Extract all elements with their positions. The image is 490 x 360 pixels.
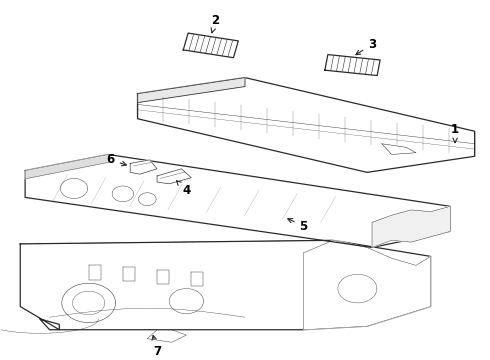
Polygon shape [183, 33, 238, 58]
Text: 7: 7 [152, 336, 161, 358]
Polygon shape [157, 169, 191, 184]
Polygon shape [138, 78, 245, 103]
Polygon shape [130, 160, 157, 174]
Polygon shape [138, 78, 475, 172]
Text: 4: 4 [176, 181, 191, 197]
Text: 5: 5 [288, 219, 308, 233]
Polygon shape [372, 206, 450, 247]
Polygon shape [304, 240, 431, 330]
Text: 3: 3 [356, 38, 376, 55]
Polygon shape [325, 55, 380, 76]
Polygon shape [25, 154, 108, 179]
Text: 2: 2 [211, 14, 220, 33]
Polygon shape [20, 240, 431, 330]
Text: 1: 1 [451, 123, 459, 143]
Polygon shape [382, 144, 416, 154]
Polygon shape [25, 154, 450, 247]
Text: 6: 6 [106, 153, 126, 166]
